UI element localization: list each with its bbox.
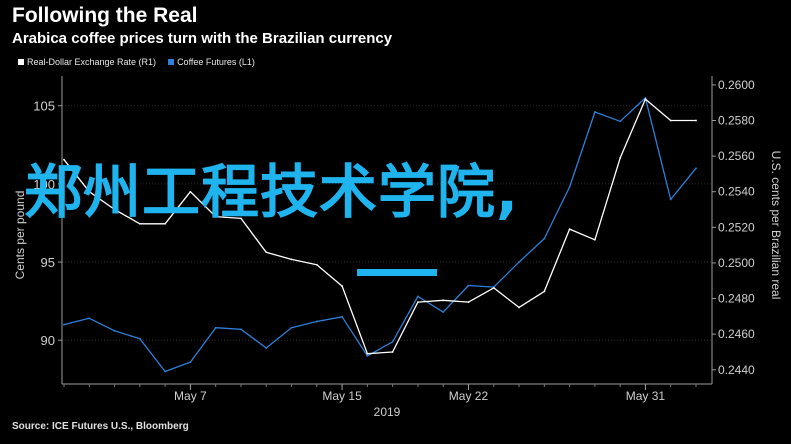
source-note: Source: ICE Futures U.S., Bloomberg (12, 421, 189, 432)
series-line-coffee-futures-point-10 (315, 320, 318, 323)
right-tick-label-7: 0.2580 (718, 114, 755, 128)
series-line-coffee-futures-point-16 (467, 284, 470, 287)
series-line-exchange-rate-point-14 (417, 301, 419, 304)
series-line-exchange-rate-point-20 (568, 228, 571, 231)
series-line-coffee-futures-point-1 (88, 317, 91, 320)
watermark-overlay-text: 郑州工程技术学院, (24, 158, 520, 226)
left-tick-label-1: 95 (41, 255, 55, 270)
right-tick-label-5: 0.2540 (718, 185, 755, 199)
right-tick-label-2: 0.2480 (718, 292, 755, 306)
series-line-coffee-futures-point-2 (113, 329, 116, 332)
legend-swatch-exchange-rate (18, 59, 24, 65)
series-line-coffee-futures-point-24 (669, 198, 672, 201)
series-line-coffee-futures-point-4 (164, 370, 167, 373)
series-line-exchange-rate-point-11 (341, 285, 343, 287)
series-line-exchange-rate-point-15 (442, 299, 445, 302)
series-line-exchange-rate-point-8 (265, 251, 268, 254)
series-line-exchange-rate (63, 98, 696, 355)
series-line-coffee-futures-point-18 (518, 261, 520, 263)
series-line-coffee-futures-point-13 (391, 340, 394, 343)
watermark-overlay-dash (357, 269, 437, 276)
legend-label-exchange-rate: Real-Dollar Exchange Rate (R1) (27, 57, 157, 67)
right-tick-label-8: 0.2600 (718, 78, 755, 92)
series-line-exchange-rate-point-22 (619, 156, 622, 159)
series-line-coffee-futures-point-15 (442, 311, 445, 313)
series-line-exchange-rate-point-24 (669, 119, 672, 122)
series-line-coffee-futures-point-7 (240, 328, 242, 331)
series-line-coffee-futures-point-0 (63, 323, 65, 326)
series-line-exchange-rate-point-10 (315, 263, 318, 266)
series-line-exchange-rate-point-23 (644, 98, 647, 101)
series-line-exchange-rate-point-9 (290, 258, 293, 261)
right-axis-title: U.S. cents per Brazilian real (769, 151, 783, 300)
series-line-exchange-rate-point-13 (391, 351, 394, 353)
x-year-label: 2019 (374, 405, 401, 419)
series-line-coffee-futures-point-11 (341, 315, 343, 318)
series-line-exchange-rate-point-19 (543, 290, 546, 293)
right-tick-label-4: 0.2520 (718, 220, 755, 234)
series-line-coffee-futures-point-22 (619, 120, 622, 123)
right-tick-label-3: 0.2500 (718, 256, 755, 270)
legend-swatch-coffee-futures (168, 59, 175, 65)
series-line-exchange-rate-point-0 (63, 158, 65, 161)
chart-subtitle: Arabica coffee prices turn with the Braz… (12, 30, 393, 47)
left-axis-title: Cents per pound (13, 191, 27, 280)
series-line-coffee-futures-point-20 (568, 186, 571, 188)
legend: Real-Dollar Exchange Rate (R1) Coffee Fu… (18, 57, 267, 67)
series-line-exchange-rate-point-17 (492, 286, 495, 289)
series-line-coffee-futures-point-6 (214, 326, 217, 329)
series-line-coffee-futures-point-21 (593, 111, 596, 113)
series-line-exchange-rate-point-18 (518, 306, 520, 309)
x-tick-label-3: May 31 (626, 389, 666, 403)
series-line-exchange-rate-point-3 (138, 222, 141, 225)
legend-label-coffee-futures: Coffee Futures (L1) (177, 57, 255, 67)
x-tick-label-1: May 15 (322, 389, 362, 403)
chart-title: Following the Real (12, 4, 198, 27)
legend-entry-exchange-rate: Real-Dollar Exchange Rate (R1) (18, 57, 156, 67)
right-tick-label-0: 0.2440 (718, 363, 755, 377)
right-tick-label-1: 0.2460 (718, 327, 755, 341)
series-line-exchange-rate-point-4 (164, 222, 167, 225)
series-line-exchange-rate-point-25 (695, 119, 697, 122)
left-tick-label-2: 100 (33, 177, 55, 192)
legend-entry-coffee-futures: Coffee Futures (L1) (168, 57, 255, 67)
left-tick-label-3: 105 (33, 99, 55, 114)
series-line-exchange-rate-point-7 (240, 217, 242, 220)
series-line-coffee-futures-point-3 (138, 337, 141, 340)
left-tick-label-0: 90 (41, 333, 55, 348)
series-line-exchange-rate-point-5 (189, 190, 192, 193)
series-line-coffee-futures-point-5 (189, 361, 192, 364)
series-line-exchange-rate-point-12 (366, 352, 369, 355)
x-tick-label-2: May 22 (449, 389, 489, 403)
series-line-exchange-rate-point-21 (593, 238, 596, 241)
series-line-coffee-futures-point-8 (265, 347, 268, 349)
x-tick-label-0: May 7 (174, 389, 207, 403)
right-tick-label-6: 0.2560 (718, 149, 755, 163)
series-line-coffee-futures-point-12 (366, 354, 369, 357)
series-line-exchange-rate-point-16 (467, 301, 470, 304)
series-line-coffee-futures (63, 97, 697, 373)
series-line-coffee-futures-point-23 (644, 96, 647, 99)
series-line-exchange-rate-point-6 (214, 215, 217, 218)
series-line-coffee-futures-point-14 (417, 295, 419, 298)
series-line-coffee-futures-point-25 (695, 167, 697, 170)
series-line-coffee-futures-point-9 (290, 326, 293, 329)
series-line-exchange-rate-point-1 (88, 190, 91, 193)
series-line-exchange-rate-point-2 (113, 208, 116, 211)
series-line-coffee-futures-point-19 (543, 237, 546, 240)
